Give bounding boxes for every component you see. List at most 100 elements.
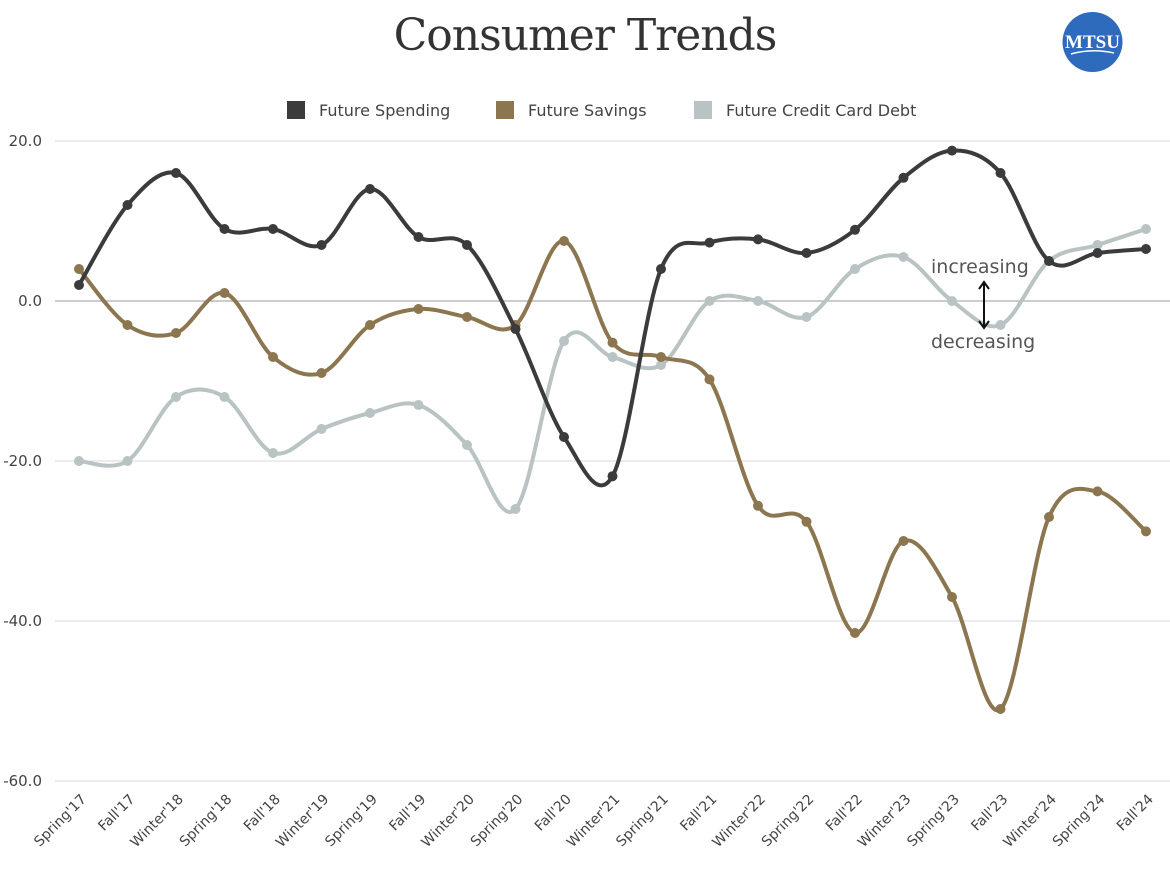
x-tick-label: Fall'21 — [677, 792, 720, 835]
data-point-savings — [219, 288, 230, 298]
data-point-spending — [413, 232, 424, 242]
y-tick-label: 20.0 — [9, 132, 42, 150]
x-tick-label: Fall'20 — [532, 792, 575, 835]
data-point-savings — [122, 320, 133, 330]
y-tick-label: -40.0 — [3, 612, 42, 630]
data-point-spending — [947, 145, 957, 156]
data-point-savings — [268, 352, 278, 362]
data-point-spending — [365, 184, 375, 194]
svg-text:MTSU: MTSU — [1065, 32, 1120, 53]
data-point-credit — [947, 296, 957, 306]
chart-title: Consumer Trends — [393, 10, 778, 61]
data-point-spending — [559, 432, 569, 442]
data-point-savings — [753, 500, 763, 511]
data-point-credit — [74, 456, 84, 466]
data-point-spending — [753, 234, 763, 245]
data-point-credit — [510, 504, 521, 514]
data-point-spending — [801, 248, 812, 258]
data-point-savings — [316, 368, 327, 378]
x-tick-label: Spring'22 — [759, 792, 818, 851]
legend-label-savings: Future Savings — [528, 101, 647, 120]
data-point-savings — [1141, 526, 1151, 537]
data-point-spending — [995, 168, 1006, 178]
series-line-spending — [77, 148, 1147, 488]
data-point-savings — [1044, 512, 1054, 522]
legend-swatch-savings — [496, 101, 514, 119]
x-tick-label: Winter'24 — [1001, 791, 1060, 850]
legend-label-credit: Future Credit Card Debt — [726, 101, 916, 120]
data-point-spending — [316, 240, 327, 250]
data-point-credit — [316, 424, 327, 434]
x-tick-label: Spring'21 — [613, 792, 672, 851]
x-tick-label: Fall'23 — [968, 792, 1011, 835]
legend-swatch-credit — [694, 101, 712, 119]
x-tick-label: Spring'19 — [322, 792, 381, 851]
data-point-savings — [1092, 486, 1103, 497]
double-arrow-icon — [978, 280, 990, 330]
x-tick-label: Spring'17 — [31, 792, 90, 851]
data-point-credit — [995, 320, 1006, 330]
data-point-spending — [704, 237, 715, 248]
data-point-savings — [413, 304, 424, 314]
x-tick-label: Spring'24 — [1050, 791, 1109, 850]
data-point-savings — [704, 374, 715, 385]
data-point-credit — [413, 400, 424, 410]
data-point-credit — [607, 352, 618, 362]
data-point-spending — [268, 224, 278, 234]
legend-label-spending: Future Spending — [319, 101, 450, 120]
annotation-decreasing: decreasing — [931, 331, 1035, 353]
data-point-credit — [1092, 240, 1103, 250]
data-point-credit — [898, 252, 909, 262]
x-tick-label: Fall'22 — [823, 792, 866, 835]
x-tick-label: Fall'17 — [95, 792, 138, 835]
legend-swatch-spending — [287, 101, 305, 119]
x-tick-label: Fall'24 — [1114, 791, 1157, 834]
data-point-spending — [171, 168, 181, 178]
data-point-savings — [947, 592, 957, 602]
data-point-savings — [171, 328, 181, 338]
data-point-spending — [1141, 244, 1151, 254]
data-point-spending — [1044, 256, 1054, 266]
x-tick-label: Fall'18 — [241, 792, 284, 835]
x-tick-label: Winter'20 — [419, 792, 478, 851]
data-point-credit — [801, 312, 812, 322]
mtsu-logo: MTSU — [1062, 12, 1123, 72]
data-point-credit — [850, 264, 860, 274]
y-tick-label: -20.0 — [3, 452, 42, 470]
series-line-credit — [78, 227, 1147, 514]
data-point-spending — [510, 324, 521, 334]
data-point-spending — [122, 200, 133, 210]
x-tick-label: Winter'23 — [855, 792, 914, 851]
x-tick-label: Winter'22 — [710, 792, 769, 851]
data-point-spending — [219, 224, 230, 234]
data-point-spending — [850, 224, 860, 235]
x-tick-label: Winter'21 — [564, 792, 623, 851]
data-point-savings — [801, 516, 812, 527]
data-point-spending — [898, 172, 909, 183]
data-point-savings — [559, 236, 569, 246]
data-point-credit — [268, 448, 278, 458]
x-tick-label: Spring'18 — [177, 792, 236, 851]
data-point-credit — [219, 392, 230, 402]
data-point-credit — [704, 296, 715, 306]
data-point-spending — [607, 471, 618, 482]
data-point-credit — [559, 336, 569, 346]
data-point-credit — [462, 440, 472, 450]
data-point-credit — [171, 392, 181, 402]
data-point-spending — [656, 264, 666, 274]
data-point-savings — [365, 320, 375, 330]
x-tick-label: Winter'18 — [128, 792, 187, 851]
data-point-savings — [850, 628, 860, 638]
data-point-credit — [1141, 224, 1151, 234]
data-point-spending — [462, 240, 472, 250]
y-tick-label: 0.0 — [18, 292, 42, 310]
data-point-credit — [656, 360, 666, 370]
data-point-savings — [656, 352, 666, 362]
data-point-spending — [1092, 248, 1103, 258]
data-point-savings — [74, 264, 84, 274]
data-point-savings — [462, 312, 472, 322]
data-point-credit — [365, 408, 375, 418]
data-point-spending — [74, 280, 84, 290]
x-tick-label: Spring'20 — [468, 792, 527, 851]
